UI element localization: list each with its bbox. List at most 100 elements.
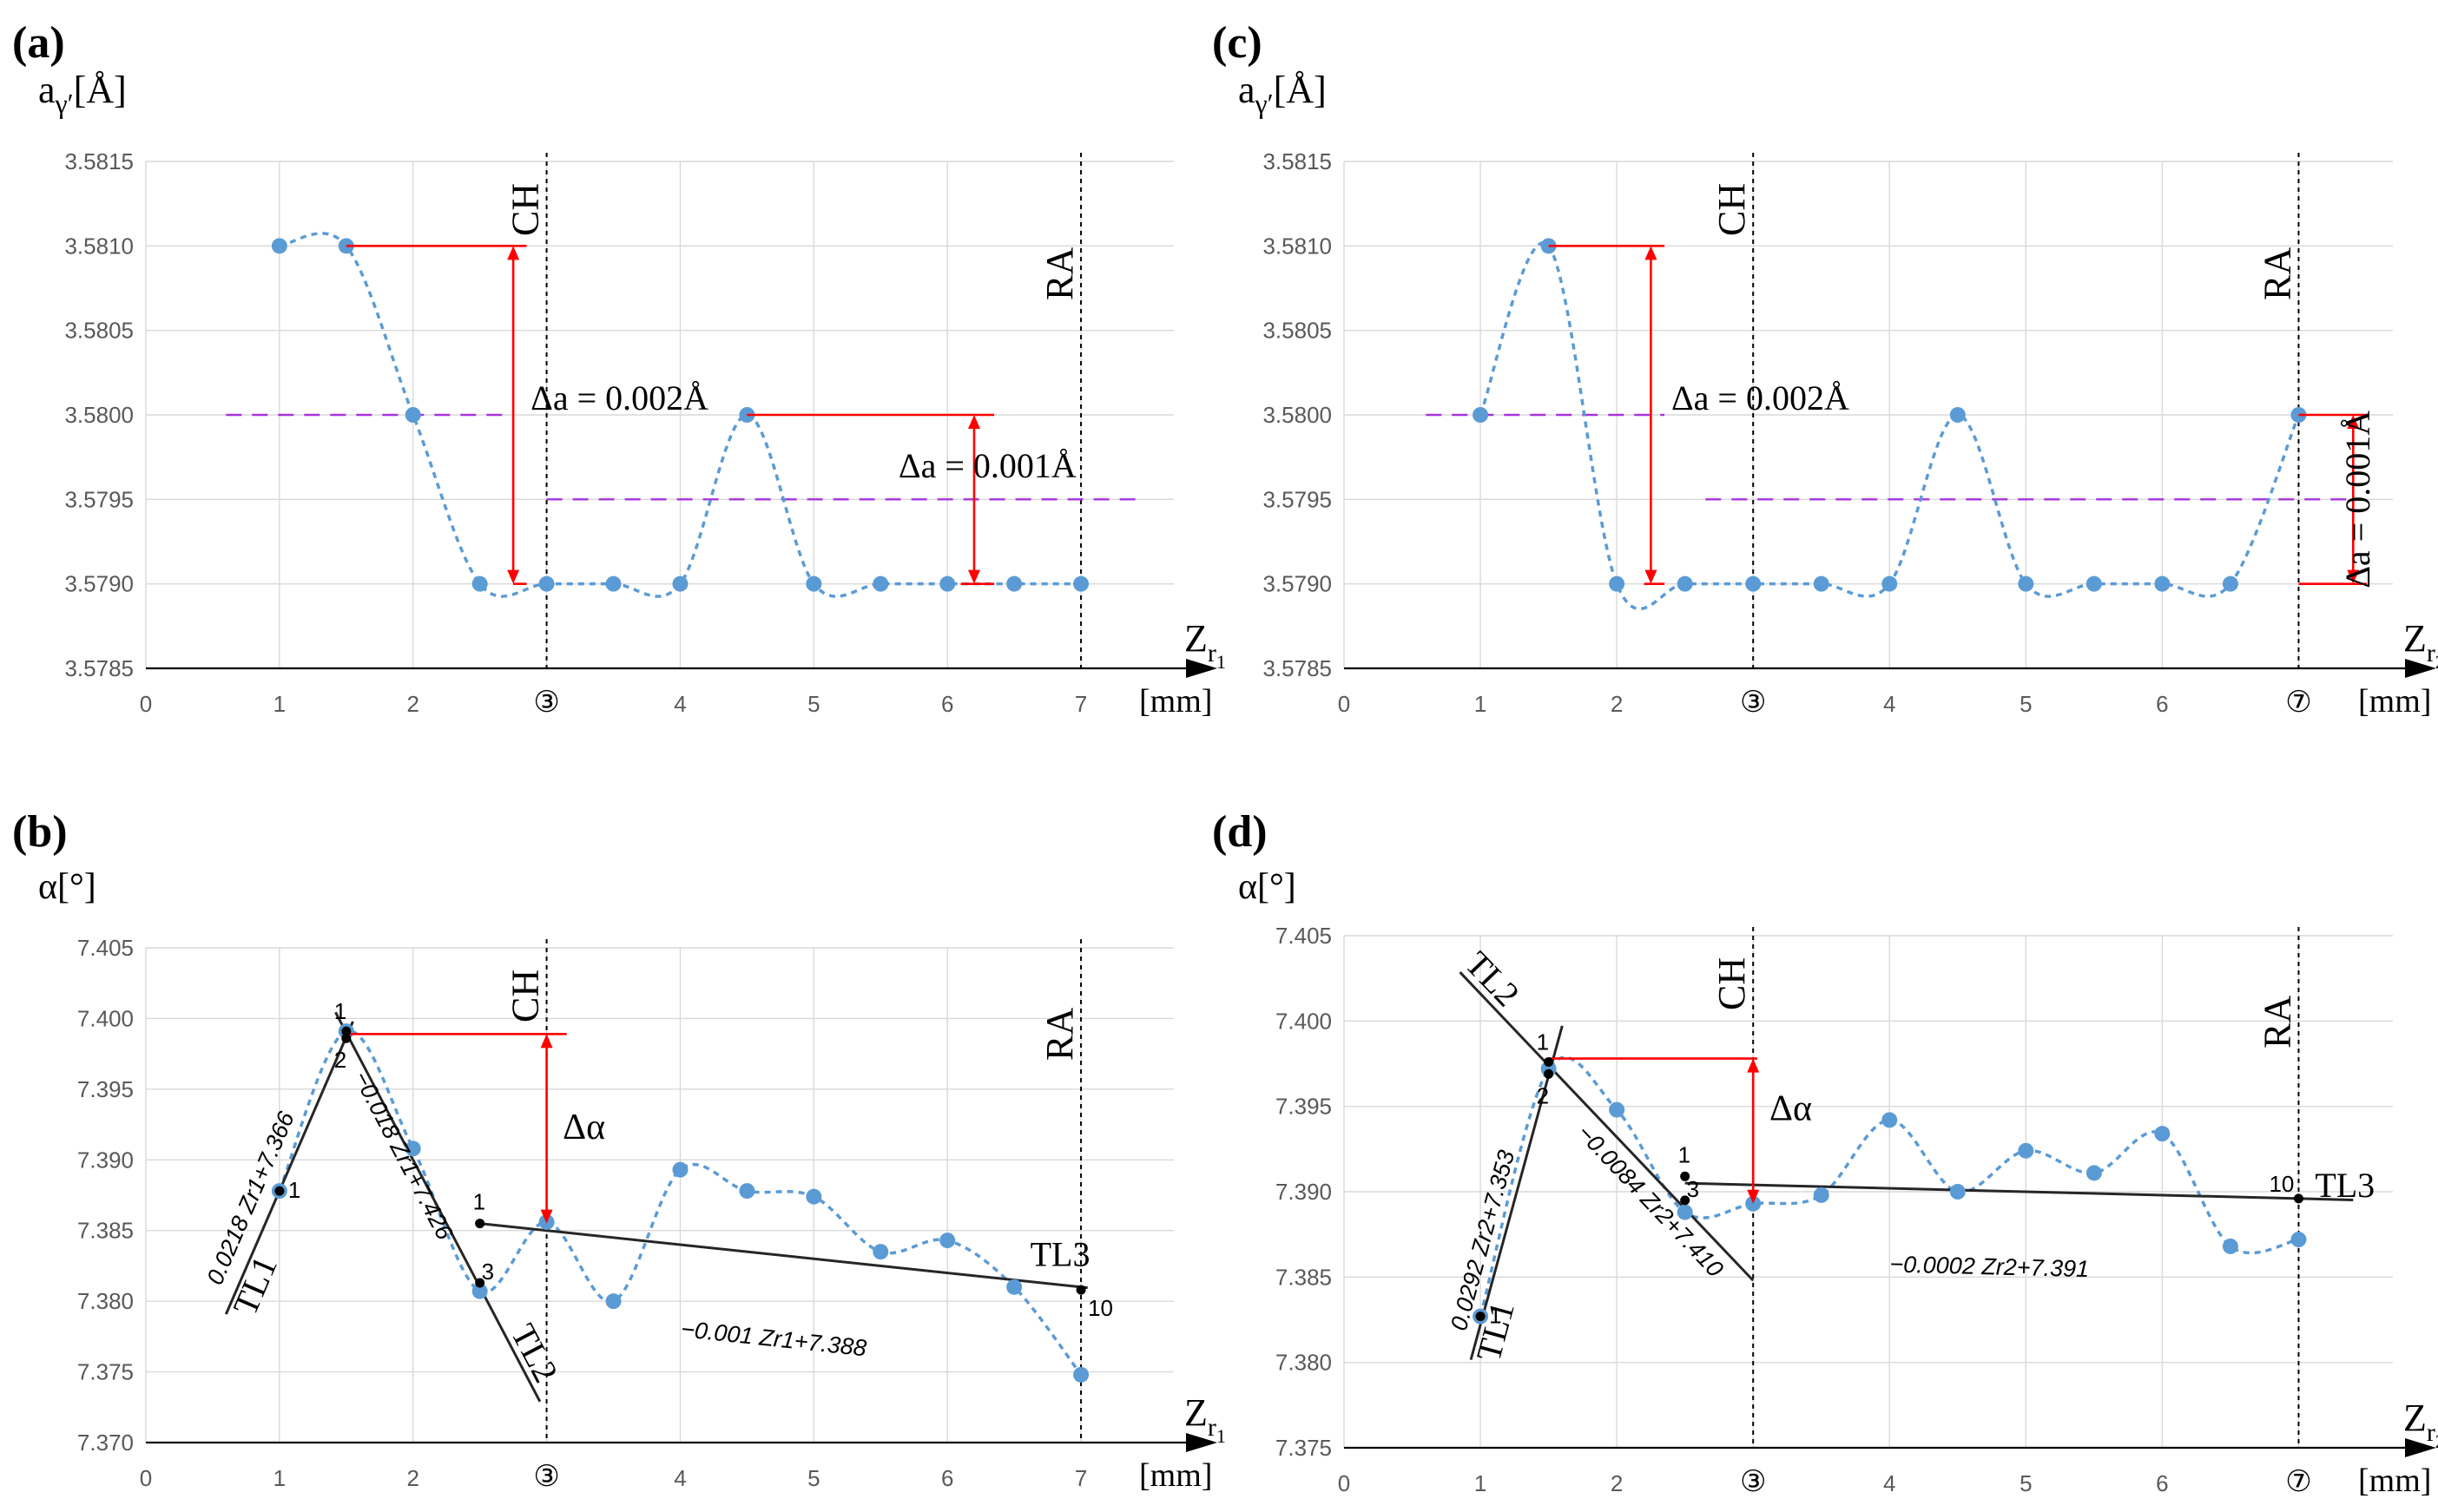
data-point [538, 575, 555, 592]
trend-anchor-dot [1475, 1311, 1486, 1322]
y-tick-label: 7.390 [1275, 1179, 1332, 1205]
trendline-equation: −0.001 Zr1+7.388 [680, 1316, 868, 1361]
data-point [471, 1283, 488, 1299]
data-point [1006, 1279, 1023, 1295]
delta-arrowhead-down [1747, 1189, 1760, 1204]
y-axis-label: aγ′[Å] [38, 69, 127, 119]
series-line [278, 1029, 1083, 1376]
x-unit-label: [mm] [1139, 683, 1212, 720]
y-tick-label: 7.375 [1275, 1435, 1332, 1461]
x-tick-label: 2 [1611, 1470, 1623, 1496]
y-tick-label: 7.395 [77, 1076, 134, 1102]
panel-label: (c) [1212, 18, 1262, 68]
data-point [2222, 1238, 2238, 1254]
data-point [1677, 575, 1693, 592]
x-tick-label: 0 [1338, 691, 1350, 717]
marker-label-ch: CH [504, 970, 547, 1022]
y-tick-label: 3.5790 [64, 571, 134, 597]
marker-label-ch: CH [1710, 183, 1753, 236]
y-tick-label: 3.5805 [64, 318, 134, 344]
y-tick-label: 7.400 [77, 1005, 134, 1031]
data-point [873, 1244, 889, 1260]
y-tick-label: 3.5815 [64, 148, 134, 174]
delta-arrowhead-down [2347, 569, 2360, 584]
data-point [1881, 1112, 1898, 1128]
x-tick-label: 0 [140, 691, 152, 717]
y-tick-label: 7.405 [77, 935, 134, 961]
chart-panel-b: (b) α[°] 7.370 7.375 7.380 7.385 7.390 7.395 7.4… [12, 807, 1226, 1494]
x-tick-label: 4 [674, 1465, 686, 1491]
x-tick-label: 1 [273, 1465, 286, 1491]
x-unit-label: [mm] [1139, 1457, 1212, 1494]
x-tick-label: 6 [941, 691, 953, 717]
data-point [471, 575, 488, 592]
series-line [279, 232, 1082, 598]
y-tick-label: 3.5785 [64, 655, 134, 681]
x-tick-label: 6 [2156, 1470, 2168, 1496]
panel-label: (a) [12, 18, 65, 68]
x-tick-label: ③ [1740, 687, 1766, 719]
x-tick-label: 0 [140, 1465, 152, 1491]
trendline-name: TL3 [1031, 1234, 1091, 1273]
x-tick-label: ③ [533, 687, 559, 719]
data-point [1881, 575, 1898, 592]
trendline-tl3 [1684, 1181, 2354, 1201]
data-point [672, 575, 689, 592]
delta-arrowhead-up [2347, 415, 2360, 429]
data-point [1609, 575, 1625, 592]
data-point [1073, 1366, 1090, 1383]
data-point [806, 575, 822, 592]
delta-arrowhead-up [1644, 246, 1657, 260]
y-tick-label: 7.395 [1275, 1094, 1332, 1120]
trendline-equation: −0.0002 Zr2+7.391 [1889, 1251, 2089, 1282]
y-tick-label: 7.385 [1275, 1264, 1332, 1290]
point-label: 2 [1537, 1082, 1549, 1108]
marker-label-ra: RA [2256, 247, 2298, 300]
data-point [2154, 1126, 2171, 1142]
panel-label: (b) [12, 807, 68, 857]
x-tick-label: 6 [941, 1465, 953, 1491]
trendline-tl2 [1459, 971, 1755, 1282]
point-label: 1 [1678, 1141, 1690, 1167]
chart-panel-d: (d) α[°] 7.375 7.380 7.385 7.390 7.395 7.400 7.4… [1212, 807, 2438, 1499]
y-tick-label: 7.370 [77, 1430, 134, 1456]
y-tick-label: 3.5790 [1262, 571, 1332, 597]
trend-anchor-dot [1544, 1057, 1554, 1068]
data-point [873, 575, 889, 592]
point-label: 1 [288, 1177, 300, 1203]
x-tick-label: 6 [2156, 691, 2168, 717]
data-point [1949, 1184, 1966, 1200]
delta-arrowhead-down [507, 569, 520, 584]
marker-label-ra: RA [2256, 996, 2298, 1049]
delta-arrowhead-up [1747, 1058, 1760, 1073]
trendline-tl2 [334, 1011, 542, 1403]
x-unit-label: [mm] [2358, 1463, 2431, 1499]
data-point [405, 407, 421, 423]
y-tick-label: 7.385 [77, 1218, 134, 1244]
delta-label: Δa = 0.002Å [1671, 378, 1849, 417]
trendline-equation: −0.018 Zr1+7.426 [348, 1067, 458, 1245]
x-tick-label: 4 [674, 691, 686, 717]
x-tick-label: ⑦ [2285, 687, 2311, 719]
y-tick-label: 3.5795 [1262, 486, 1332, 512]
point-label: 1 [334, 998, 346, 1024]
x-axis-label: Zr2 [2403, 1397, 2438, 1452]
data-point [271, 238, 287, 254]
data-point [939, 1233, 956, 1249]
y-tick-label: 3.5810 [64, 233, 134, 259]
delta-arrowhead-down [1644, 569, 1657, 584]
trendline-equation: −0.0084 Zr2+7.410 [1572, 1120, 1729, 1282]
data-point [2018, 1142, 2034, 1159]
x-tick-label: 5 [2020, 691, 2032, 717]
trendline-name: TL2 [1458, 943, 1527, 1014]
y-tick-label: 3.5800 [1262, 402, 1332, 428]
data-point [672, 1161, 689, 1178]
x-tick-label: ⑦ [2285, 1466, 2311, 1498]
y-tick-label: 3.5795 [64, 486, 134, 512]
point-label: 10 [2269, 1171, 2294, 1197]
delta-label: Δa = 0.001Å [2338, 411, 2377, 588]
point-label: 1 [1537, 1029, 1549, 1055]
delta-label: Δa = 0.001Å [899, 446, 1077, 485]
data-point [1073, 575, 1090, 592]
y-tick-label: 7.380 [1275, 1350, 1332, 1376]
